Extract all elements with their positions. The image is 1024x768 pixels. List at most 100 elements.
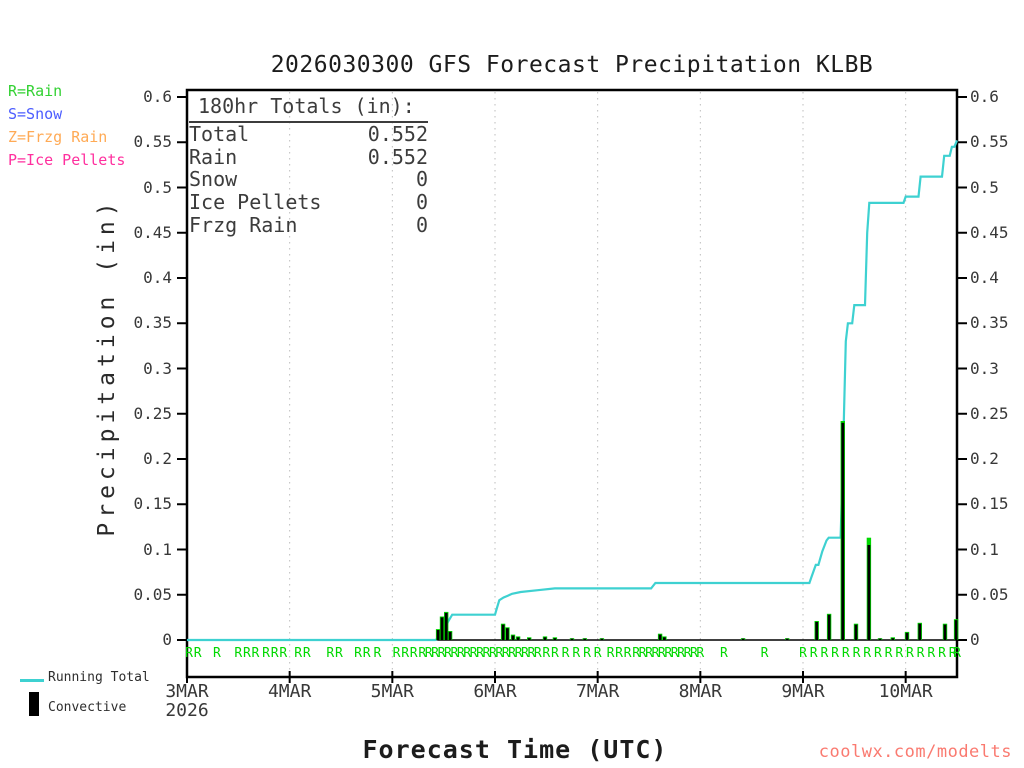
- convective-bar: [658, 634, 662, 640]
- legend-convective-label: Convective: [48, 700, 127, 715]
- x-tick-label: 10MAR: [878, 681, 933, 702]
- rain-marker: R: [690, 646, 698, 661]
- rain-marker: R: [438, 646, 446, 661]
- x-tick-label: 3MAR 2026: [142, 682, 232, 720]
- convective-bar: [891, 638, 895, 640]
- rain-marker: R: [335, 646, 343, 661]
- rain-marker: R: [594, 646, 602, 661]
- convective-bar: [815, 621, 819, 640]
- convective-bar: [741, 638, 745, 640]
- y-tick-label-right: 0.2: [970, 449, 999, 468]
- y-tick-label-right: 0.1: [970, 539, 999, 559]
- rain-marker: R: [262, 646, 270, 661]
- convective-bar: [785, 638, 789, 640]
- rain-marker: R: [885, 646, 893, 661]
- precip-type-legend: R=Rain S=Snow Z=Frzg Rain P=Ice Pellets: [8, 80, 125, 172]
- rain-marker: R: [938, 646, 946, 661]
- y-tick-label-right: 0.05: [970, 584, 1009, 604]
- totals-row-value: 0.552: [367, 144, 428, 169]
- rain-marker: R: [194, 646, 202, 661]
- rain-marker: R: [243, 646, 251, 661]
- rain-marker: R: [185, 646, 193, 661]
- rain-marker: R: [489, 646, 497, 661]
- rain-marker: R: [393, 646, 401, 661]
- rain-marker: R: [363, 646, 371, 661]
- rain-marker: R: [615, 646, 623, 661]
- convective-bar: [527, 638, 531, 640]
- type-legend-item: S=Snow: [8, 105, 63, 123]
- y-tick-label-right: 0.35: [970, 313, 1009, 333]
- rain-marker: R: [418, 646, 426, 661]
- totals-row-label: Snow: [189, 167, 238, 192]
- x-tick-label: 8MAR: [678, 681, 722, 702]
- totals-row: Total 0.552: [189, 123, 428, 146]
- totals-row-label: Ice Pellets: [189, 190, 322, 215]
- y-tick-label-left: 0.45: [133, 222, 172, 242]
- rain-marker: R: [684, 646, 692, 661]
- rain-marker: R: [810, 646, 818, 661]
- rain-marker: R: [853, 646, 861, 661]
- rain-marker: R: [842, 646, 850, 661]
- convective-bar-swatch: [29, 692, 39, 716]
- type-legend-item: Z=Frzg Rain: [8, 128, 108, 146]
- convective-bar: [553, 638, 557, 640]
- convective-bar: [841, 422, 845, 640]
- y-tick-label-left: 0.1: [143, 539, 172, 559]
- rain-marker: R: [431, 646, 439, 661]
- convective-bar: [440, 617, 444, 640]
- rain-marker: R: [624, 646, 632, 661]
- y-tick-label-left: 0.05: [133, 584, 172, 604]
- totals-row: Ice Pellets 0: [189, 191, 428, 214]
- convective-bar: [543, 637, 547, 640]
- plot-border: [185, 88, 959, 679]
- rain-marker: R: [508, 646, 516, 661]
- x-tick-sublabel: 2026: [165, 700, 209, 721]
- rain-marker: R: [632, 646, 640, 661]
- rain-marker: R: [326, 646, 334, 661]
- rain-marker: R: [534, 646, 542, 661]
- rain-marker: R: [476, 646, 484, 661]
- totals-row-label: Total: [189, 122, 250, 146]
- rain-marker: R: [271, 646, 279, 661]
- convective-bar: [501, 624, 505, 640]
- y-tick-label-left: 0: [162, 630, 172, 649]
- rain-marker: R: [799, 646, 807, 661]
- rain-marker: R: [720, 646, 728, 661]
- y-tick-label-right: 0.3: [970, 358, 999, 378]
- y-tick-label-left: 0.55: [133, 132, 172, 152]
- page-title: 2026030300 GFS Forecast Precipitation KL…: [270, 52, 874, 78]
- y-tick-label-right: 0.5: [970, 177, 999, 197]
- convective-bar: [516, 637, 520, 640]
- totals-row-value: 0: [415, 190, 428, 215]
- rain-marker: R: [551, 646, 559, 661]
- convective-bar: [918, 623, 922, 640]
- y-tick-label-left: 0.2: [143, 449, 172, 468]
- rain-marker: R: [639, 646, 647, 661]
- y-tick-label-right: 0.15: [970, 494, 1009, 514]
- y-tick-label-right: 0.45: [970, 222, 1009, 242]
- totals-row-label: Rain: [189, 144, 238, 169]
- rain-marker: R: [294, 646, 302, 661]
- x-tick-label: 7MAR: [575, 681, 620, 702]
- convective-bar: [511, 635, 515, 640]
- convective-bar: [663, 637, 666, 640]
- convective-bar: [943, 624, 947, 640]
- y-tick-label-left: 0.5: [143, 177, 172, 197]
- type-legend-item: R=Rain: [8, 82, 63, 100]
- y-tick-label-left: 0.4: [143, 268, 172, 287]
- rain-marker: R: [410, 646, 418, 661]
- rain-marker: R: [906, 646, 914, 661]
- rain-marker: R: [482, 646, 490, 661]
- rain-marker: R: [470, 646, 478, 661]
- rain-marker: R: [917, 646, 925, 661]
- rain-marker: R: [515, 646, 523, 661]
- y-tick-label-left: 0.6: [143, 87, 172, 106]
- totals-row-value: 0: [415, 212, 428, 237]
- convective-bar: [506, 628, 509, 640]
- totals-box: 180hr Totals (in): Total 0.552 Rain 0.552 Sn…: [189, 94, 428, 237]
- y-tick-label-right: 0.6: [970, 87, 999, 106]
- legend-convective: Convective: [29, 692, 126, 720]
- rain-marker: R: [664, 646, 672, 661]
- y-tick-label-left: 0.35: [133, 313, 172, 333]
- y-tick-label-right: 0.4: [970, 268, 999, 287]
